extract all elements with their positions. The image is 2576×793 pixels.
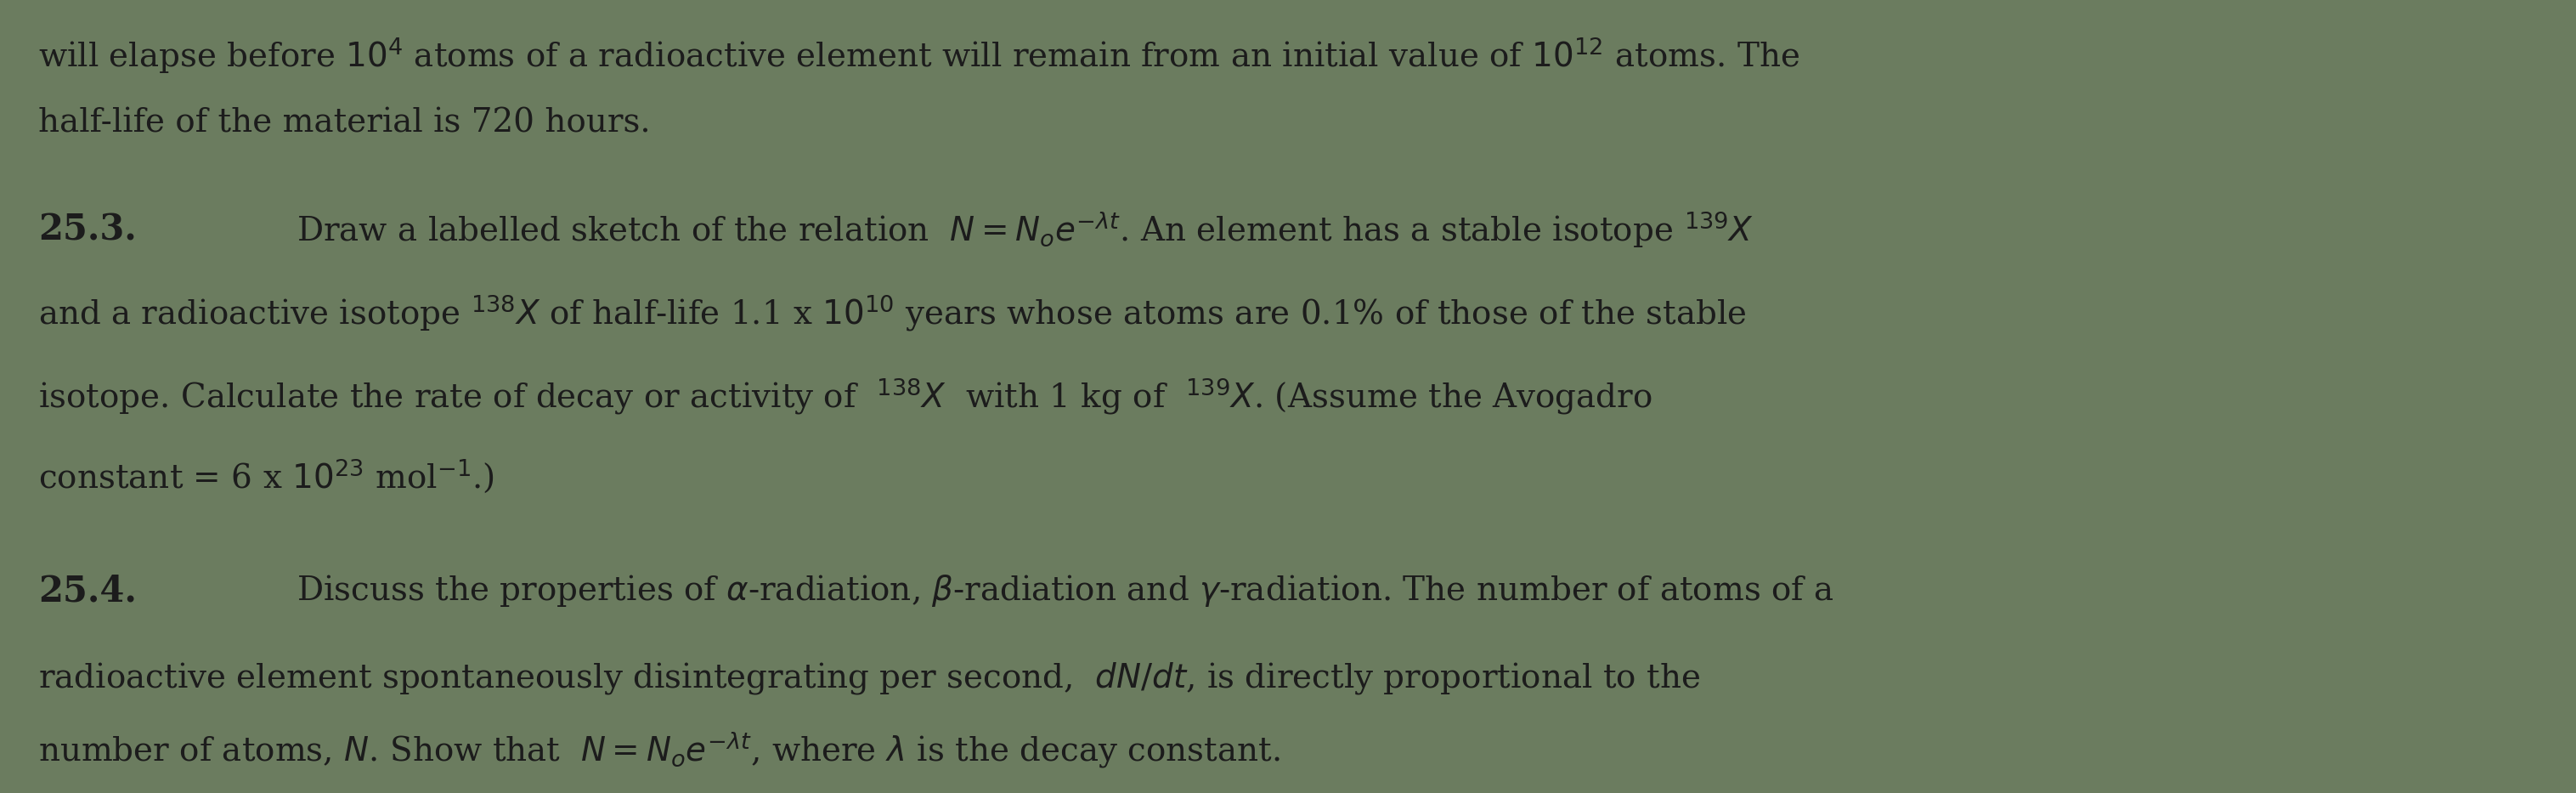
Text: isotope. Calculate the rate of decay or activity of  $^{138}X$  with 1 kg of  $^: isotope. Calculate the rate of decay or … (39, 376, 1654, 417)
Text: and a radioactive isotope $^{138}X$ of half-life 1.1 x $10^{10}$ years whose ato: and a radioactive isotope $^{138}X$ of h… (39, 293, 1747, 334)
Text: Draw a labelled sketch of the relation  $N = N_o e^{-\lambda t}$. An element has: Draw a labelled sketch of the relation $… (296, 209, 1754, 251)
Text: half-life of the material is 720 hours.: half-life of the material is 720 hours. (39, 107, 652, 139)
Text: will elapse before $10^4$ atoms of a radioactive element will remain from an ini: will elapse before $10^4$ atoms of a rad… (39, 35, 1801, 76)
Text: radioactive element spontaneously disintegrating per second,  $dN/dt$, is direct: radioactive element spontaneously disint… (39, 660, 1700, 696)
Text: number of atoms, $N$. Show that  $N = N_o e^{-\lambda t}$, where $\lambda$ is th: number of atoms, $N$. Show that $N = N_o… (39, 729, 1280, 770)
Text: constant = 6 x $10^{23}$ mol$^{-1}$.): constant = 6 x $10^{23}$ mol$^{-1}$.) (39, 457, 495, 495)
Text: 25.3.: 25.3. (39, 212, 137, 248)
Text: Discuss the properties of $\alpha$-radiation, $\beta$-radiation and $\gamma$-rad: Discuss the properties of $\alpha$-radia… (296, 573, 1834, 609)
Text: 25.4.: 25.4. (39, 573, 137, 609)
